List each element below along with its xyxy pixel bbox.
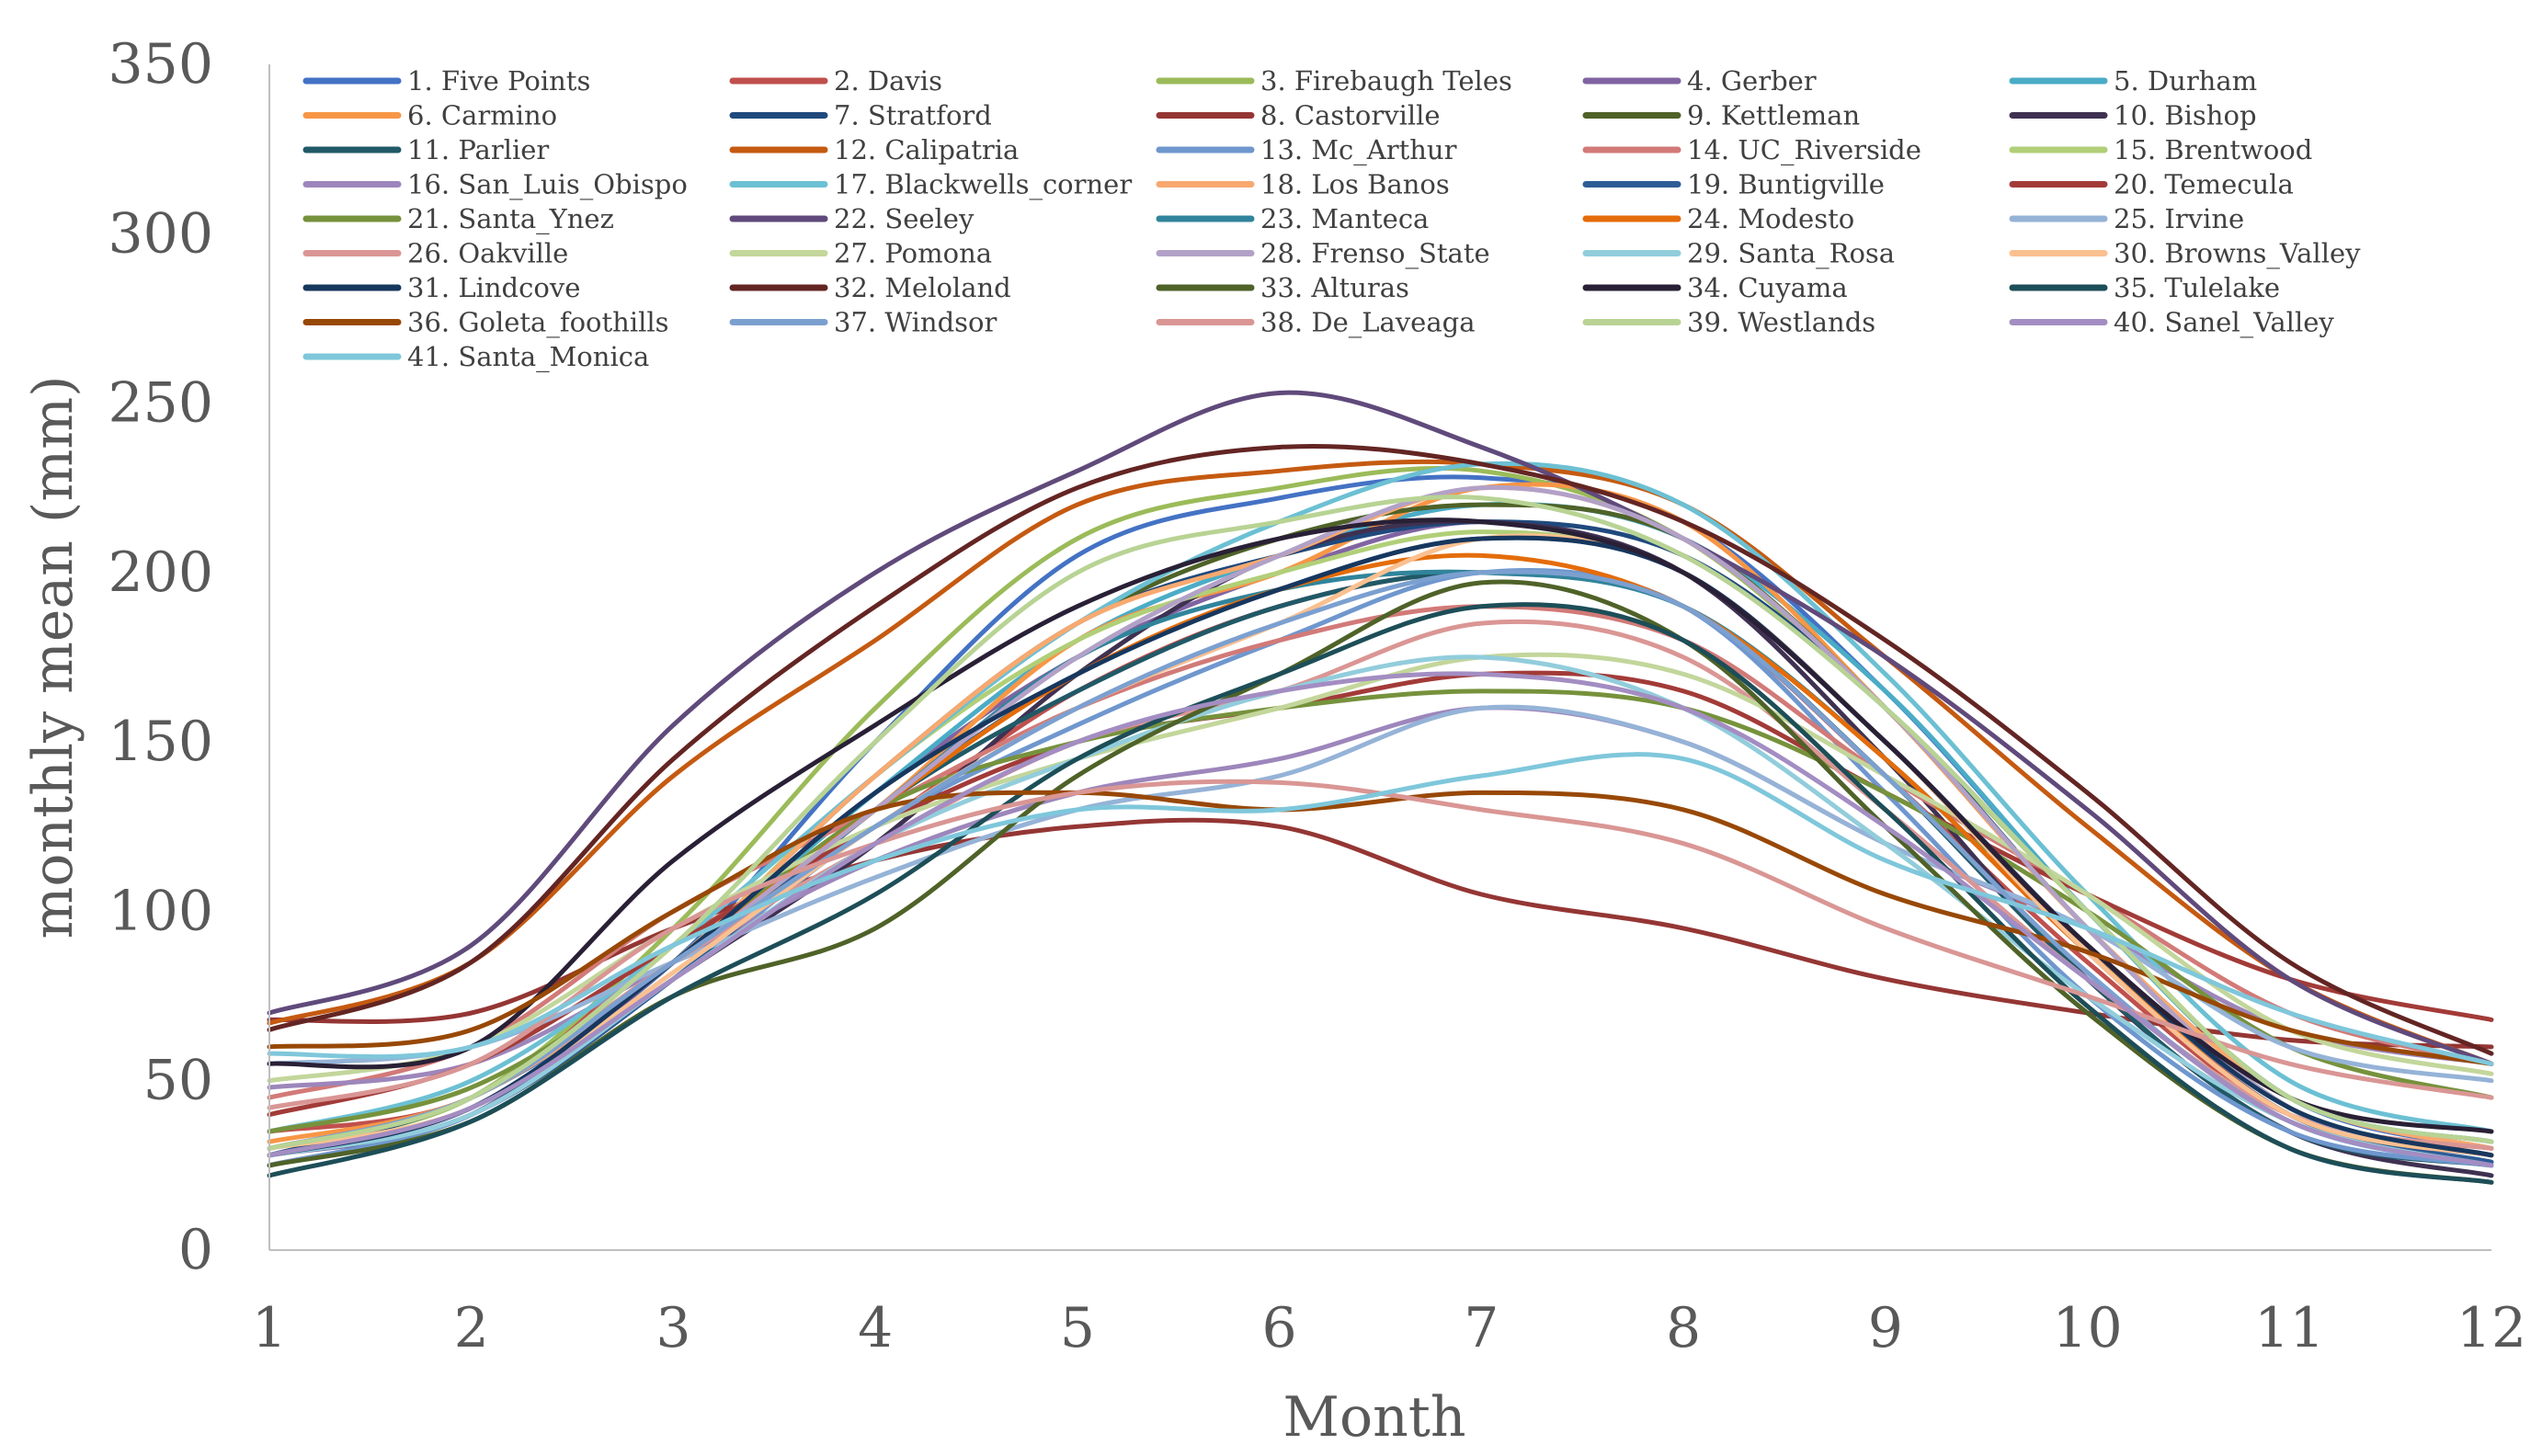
series-line [267,567,2494,1168]
x-tick-label: 10 [2052,1296,2122,1360]
y-tick-label: 250 [108,371,213,436]
legend-label: 26. Oakville [407,238,568,269]
legend-label: 9. Kettleman [1687,100,1860,131]
legend-label: 20. Temecula [2114,169,2294,200]
series-line [267,484,2494,1151]
y-axis-title: monthly mean (mm) [21,375,85,938]
series-line [267,443,2494,1056]
series-line [267,390,2494,1066]
series-line [267,779,2494,1110]
legend-label: 25. Irvine [2114,203,2244,234]
y-tick-label: 200 [108,540,213,605]
legend-label: 3. Firebaugh Teles [1260,65,1512,97]
legend-label: 15. Brentwood [2114,134,2312,165]
legend-label: 36. Goleta_foothills [407,307,669,339]
x-tick-label: 5 [1060,1296,1095,1360]
legend-label: 14. UC_Riverside [1687,134,1921,166]
series-lines [267,390,2494,1185]
legend-label: 19. Buntigville [1687,169,1885,200]
legend-label: 24. Modesto [1687,203,1854,234]
series-line [267,654,2494,1168]
x-tick-label: 8 [1666,1296,1701,1360]
legend-label: 37. Windsor [834,307,997,338]
y-tick-label: 300 [108,201,213,266]
series-line [267,790,2494,1066]
legend-label: 38. De_Laveaga [1260,307,1476,339]
y-tick-label: 100 [108,879,213,943]
y-tick-label: 150 [108,710,213,774]
series-line [267,569,2494,1168]
legend-label: 30. Browns_Valley [2114,238,2361,270]
legend-label: 27. Pomona [834,238,992,269]
x-tick-label: 4 [858,1296,893,1360]
series-line [267,670,2494,1118]
legend-label: 21. Santa_Ynez [407,203,614,235]
legend-label: 23. Manteca [1260,203,1429,234]
legend-label: 22. Seeley [834,203,975,234]
legend-label: 7. Stratford [834,100,992,131]
legend-label: 40. Sanel_Valley [2114,307,2334,339]
x-tick-label: 3 [655,1296,690,1360]
legend-label: 18. Los Banos [1260,169,1450,200]
x-tick-label: 12 [2457,1296,2526,1360]
y-tick-label: 50 [143,1049,213,1113]
legend-label: 12. Calipatria [834,134,1019,165]
series-line [267,817,2494,1050]
legend-label: 6. Carmino [407,100,557,131]
legend-label: 31. Lindcove [407,272,580,303]
x-tick-label: 9 [1868,1296,1903,1360]
x-tick-label: 7 [1464,1296,1499,1360]
legend-label: 41. Santa_Monica [407,341,649,373]
x-tick-label: 6 [1262,1296,1297,1360]
x-tick-label: 11 [2254,1296,2324,1360]
y-axis-ticks: 0 50 100 150 200 250 300 350 [108,32,213,1282]
x-axis-title: Month [1283,1385,1466,1450]
legend-label: 39. Westlands [1687,307,1875,338]
x-tick-label: 2 [454,1296,489,1360]
series-line [267,518,2494,1134]
y-tick-label: 0 [178,1218,213,1282]
legend-label: 17. Blackwells_corner [834,169,1132,201]
x-tick-label: 1 [252,1296,287,1360]
legend-label: 13. Mc_Arthur [1260,134,1457,166]
legend-label: 10. Bishop [2114,100,2257,131]
legend-label: 11. Parlier [407,134,549,165]
series-line [267,671,2494,1168]
legend-label: 29. Santa_Rosa [1687,238,1895,270]
y-tick-label: 350 [108,32,213,97]
series-line [267,459,2494,1066]
legend-label: 28. Frenso_State [1260,238,1490,270]
series-line [267,752,2494,1066]
legend-label: 33. Alturas [1260,272,1409,303]
legend: 1. Five Points 2. Davis 3. Firebaugh Teles… [302,65,2361,373]
legend-label: 1. Five Points [407,65,590,97]
x-axis-ticks: 1 2 3 4 5 6 7 8 9 10 11 12 [252,1296,2526,1360]
legend-label: 2. Davis [834,65,942,97]
legend-label: 8. Castorville [1260,100,1441,131]
legend-label: 35. Tulelake [2114,272,2280,303]
series-line [267,602,2494,1185]
series-line [267,533,2494,1158]
legend-label: 5. Durham [2114,65,2257,97]
legend-label: 4. Gerber [1687,65,1817,97]
legend-label: 16. San_Luis_Obispo [407,169,688,201]
legend-label: 32. Meloland [834,272,1011,303]
legend-label: 34. Cuyama [1687,272,1848,303]
